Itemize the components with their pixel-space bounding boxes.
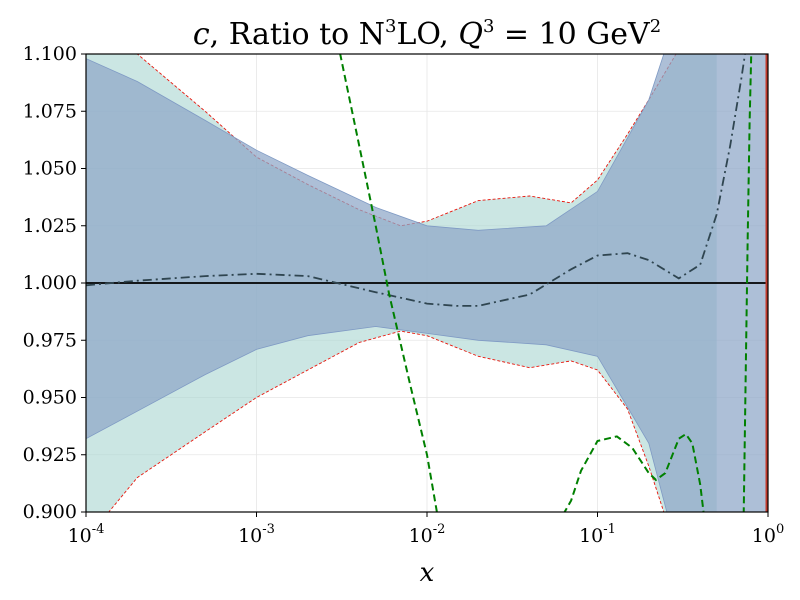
x-axis-label: x — [420, 558, 435, 588]
x-tick-label-2: 10-2 — [409, 522, 446, 547]
title-q-sup: 3 — [483, 16, 494, 37]
title-q: Q — [458, 17, 483, 52]
x-tick-exp-3: -1 — [603, 522, 616, 537]
x-tick-label-3: 10-1 — [579, 522, 616, 547]
x-tick-exp-4: 0 — [776, 522, 784, 537]
y-tick-label-4: 1.000 — [23, 272, 77, 294]
dashdot-ratio — [86, 54, 746, 307]
title-mid: , Ratio to N — [210, 17, 385, 52]
y-tick-label-5: 1.025 — [23, 215, 77, 237]
title-var: c — [193, 17, 210, 52]
y-tick-label-8: 1.100 — [23, 43, 77, 65]
x-tick-label-0: 10-4 — [68, 522, 105, 547]
y-axis: 0.900 0.925 0.950 0.975 1.000 1.025 1.050 1.075… — [23, 43, 86, 523]
x-tick-base-3: 10 — [579, 525, 603, 547]
green-dashed-3 — [742, 54, 753, 512]
green-dashed-1 — [339, 54, 438, 512]
x-tick-exp-1: -3 — [262, 522, 275, 537]
x-tick-base-2: 10 — [409, 525, 433, 547]
y-tick-label-0: 0.900 — [23, 501, 77, 523]
y-tick-label-7: 1.075 — [23, 100, 77, 122]
x-tick-label-4: 100 — [752, 522, 784, 547]
x-tick-base-4: 10 — [752, 525, 776, 547]
green-dashed-2 — [563, 432, 705, 512]
title-gev-sup: 2 — [650, 16, 661, 37]
curves — [86, 54, 768, 512]
y-tick-label-6: 1.050 — [23, 158, 77, 180]
x-tick-label-1: 10-3 — [238, 522, 275, 547]
x-tick-base-0: 10 — [68, 525, 92, 547]
y-tick-label-2: 0.950 — [23, 387, 77, 409]
title-lo: LO, — [396, 17, 458, 52]
y-tick-label-3: 0.975 — [23, 329, 77, 351]
outer-band-lower-edge — [108, 330, 665, 512]
title-q-eq: = 10 GeV — [494, 17, 651, 52]
x-tick-base-1: 10 — [238, 525, 262, 547]
title-sup: 3 — [385, 16, 396, 37]
x-tick-exp-0: -4 — [92, 522, 105, 537]
x-tick-exp-2: -2 — [433, 522, 446, 537]
chart-title: c, Ratio to N3LO, Q3 = 10 GeV2 — [193, 16, 661, 52]
y-tick-label-1: 0.925 — [23, 444, 77, 466]
x-axis: 10-4 10-3 10-2 10-1 100 — [68, 512, 784, 547]
